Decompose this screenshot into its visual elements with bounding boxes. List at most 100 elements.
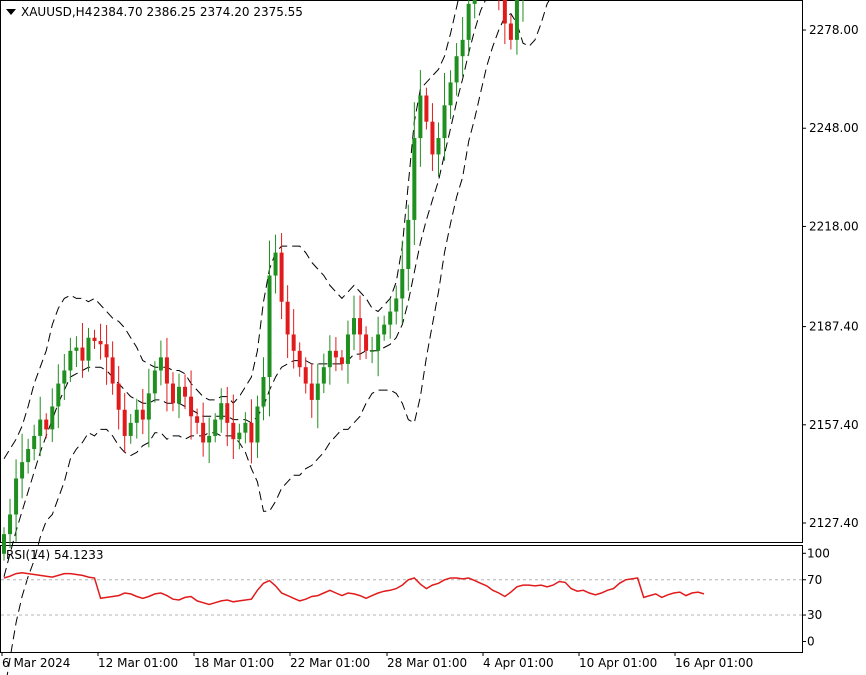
y-tick-label: 2218.00: [809, 219, 859, 233]
candle: [80, 347, 85, 361]
candle: [394, 298, 399, 312]
candle: [327, 350, 332, 368]
ohlc-values: 2384.70 2386.25 2374.20 2375.55: [93, 5, 303, 19]
candle: [460, 39, 465, 57]
candle: [333, 350, 338, 358]
dropdown-triangle-icon[interactable]: [6, 9, 16, 15]
x-tick-label: 18 Mar 01:00: [194, 656, 274, 670]
band-middle: [3, 0, 487, 577]
candle: [38, 419, 43, 436]
x-tick-label: 10 Apr 01:00: [579, 656, 657, 670]
candle: [436, 138, 441, 155]
candle: [86, 337, 91, 361]
candle: [68, 350, 73, 371]
band-upper: [3, 0, 459, 460]
candle: [104, 344, 109, 358]
candle: [406, 219, 411, 269]
candle: [231, 422, 236, 440]
candle: [502, 0, 507, 24]
candle: [116, 383, 121, 410]
candle: [249, 422, 254, 443]
candle: [219, 403, 224, 420]
rsi-panel: [0, 545, 803, 653]
candle: [261, 377, 266, 407]
candle: [273, 252, 278, 276]
candle: [140, 409, 145, 420]
x-tick-label: 12 Mar 01:00: [98, 656, 178, 670]
candle: [514, 0, 519, 40]
candle: [297, 350, 302, 368]
candle: [303, 367, 308, 384]
candle: [358, 318, 363, 335]
candle: [20, 462, 25, 479]
symbol-timeframe: XAUUSD,H4: [21, 5, 92, 19]
candle: [2, 534, 6, 554]
candle: [466, 3, 471, 40]
candle: [309, 383, 314, 400]
x-tick-label: 16 Apr 01:00: [675, 656, 753, 670]
rsi-line: [3, 571, 705, 606]
candle: [44, 419, 49, 430]
candle: [364, 334, 369, 351]
candle: [370, 350, 375, 352]
rsi-tick-label: 0: [807, 635, 815, 649]
candle: [213, 419, 218, 436]
y-tick-label: 2187.40: [809, 320, 859, 334]
y-tick-label: 2127.40: [809, 516, 859, 530]
candle: [315, 383, 320, 400]
candle: [62, 370, 67, 384]
candle: [345, 334, 350, 364]
candle: [388, 311, 393, 325]
candle: [26, 449, 31, 463]
candle: [56, 383, 61, 407]
candle: [400, 268, 405, 299]
candle: [424, 95, 429, 122]
candle: [454, 56, 459, 83]
candle: [110, 357, 115, 384]
candle: [508, 23, 513, 40]
candle: [442, 105, 447, 139]
candle: [412, 138, 417, 220]
candle: [243, 422, 248, 433]
candle: [201, 422, 206, 443]
candle: [339, 357, 344, 364]
x-tick-label: 4 Apr 01:00: [483, 656, 554, 670]
rsi-tick-label: 30: [807, 608, 822, 622]
rsi-tick-label: 100: [807, 546, 830, 560]
candle: [50, 406, 55, 430]
candle: [74, 347, 79, 351]
candle: [152, 370, 157, 394]
candle: [279, 252, 284, 302]
candle: [448, 82, 453, 106]
y-tick-label: 2248.00: [809, 121, 859, 135]
candle: [14, 478, 19, 515]
candle: [418, 95, 423, 139]
candle: [183, 386, 188, 397]
candle: [177, 386, 181, 404]
candle: [32, 435, 37, 450]
x-tick-label: 28 Mar 01:00: [387, 656, 467, 670]
candle: [382, 324, 387, 335]
candle: [291, 334, 296, 351]
candle: [164, 357, 169, 384]
candle: [267, 275, 272, 378]
candle: [158, 357, 163, 371]
candle: [255, 406, 260, 443]
candle: [146, 393, 151, 420]
candle: [376, 334, 381, 351]
candle: [128, 422, 133, 436]
candle: [472, 0, 477, 4]
y-tick-label: 2157.40: [809, 418, 859, 432]
candle: [170, 383, 175, 404]
candle: [321, 367, 326, 384]
candle: [134, 409, 139, 423]
rsi-tick-label: 70: [807, 573, 822, 587]
candle: [189, 396, 194, 417]
y-tick-label: 2278.00: [809, 23, 859, 37]
candle: [195, 416, 200, 423]
candle: [207, 435, 212, 443]
candle: [237, 432, 242, 440]
candle: [122, 409, 127, 436]
x-tick-label: 6 Mar 2024: [2, 656, 70, 670]
